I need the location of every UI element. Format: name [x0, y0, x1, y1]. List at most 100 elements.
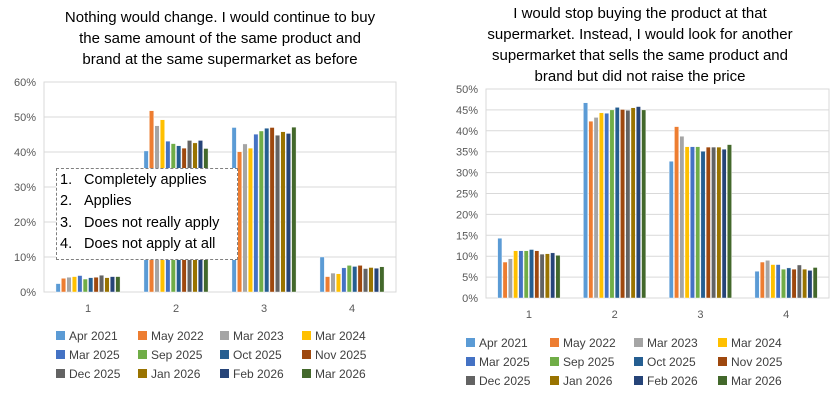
legend-swatch	[466, 376, 475, 385]
legend-label: Sep 2025	[563, 354, 615, 369]
legend-swatch	[138, 331, 147, 340]
y-tick-label-right: 10%	[456, 251, 478, 263]
bar-left-cat4-mar-2025	[341, 267, 347, 293]
y-tick-label-left: 20%	[14, 217, 36, 229]
response-scale-legend: 1. Completely applies 2. Applies 3. Does…	[56, 168, 238, 260]
y-tick-label-right: 45%	[456, 105, 478, 117]
legend-swatch	[302, 350, 311, 359]
legend-label: Nov 2025	[315, 347, 367, 362]
legend-swatch	[220, 331, 229, 340]
bar-right-cat3-jan-2026	[716, 146, 722, 299]
scale-item: 4. Does not apply at all	[57, 234, 237, 256]
legend-swatch	[138, 350, 147, 359]
legend-label: Mar 2023	[233, 328, 284, 343]
bar-left-cat1-mar-2023	[66, 277, 72, 293]
bar-right-cat2-mar-2023	[593, 117, 599, 299]
legend-row: Mar 2025 Sep 2025 Oct 2025 Nov 2025	[466, 352, 802, 371]
y-tick-label-left: 10%	[14, 252, 36, 264]
legend-swatch	[634, 376, 643, 385]
series-legend-left: Apr 2021 May 2022 Mar 2023 Mar 2024 Mar 2025…	[56, 326, 384, 383]
legend-label: Mar 2026	[731, 373, 782, 388]
bar-right-cat4-mar-2025	[775, 264, 781, 299]
legend-label: Oct 2025	[233, 347, 282, 362]
bar-right-cat2-may-2022	[588, 120, 594, 299]
bar-right-cat3-feb-2026	[721, 148, 727, 299]
bar-left-cat1-jan-2026	[104, 277, 110, 293]
legend-item: Oct 2025	[220, 348, 302, 362]
bar-right-cat4-jan-2026	[802, 268, 807, 299]
bar-left-cat4-apr-2021	[319, 256, 325, 293]
legend-item: Mar 2023	[634, 336, 718, 350]
legend-swatch	[220, 369, 229, 378]
legend-label: Mar 2026	[315, 366, 366, 381]
legend-item: Mar 2025	[466, 355, 550, 369]
y-tick-label-left: 60%	[14, 77, 36, 89]
legend-label: May 2022	[151, 328, 204, 343]
bar-left-cat3-oct-2025	[264, 127, 270, 293]
legend-swatch	[466, 357, 475, 366]
bar-right-cat2-mar-2025	[604, 113, 610, 299]
y-tick-label-left: 30%	[14, 182, 36, 194]
scale-item-label: Does not really apply	[84, 214, 220, 231]
legend-swatch	[634, 338, 643, 347]
bar-left-cat4-dec-2025	[363, 268, 368, 293]
bar-right-cat3-oct-2025	[700, 151, 706, 299]
x-tick-label-right: 3	[697, 309, 703, 321]
legend-item: Jan 2026	[138, 367, 220, 381]
chart-title-left: Nothing would change. I would continue t…	[40, 7, 400, 70]
bar-right-cat2-nov-2025	[620, 109, 625, 299]
bar-right-cat3-may-2022	[674, 126, 679, 299]
x-tick-label-left: 4	[349, 303, 355, 315]
legend-item: Mar 2024	[302, 329, 384, 343]
bar-right-cat4-apr-2021	[754, 271, 760, 299]
legend-row: Dec 2025 Jan 2026 Feb 2026 Mar 2026	[56, 364, 384, 383]
legend-swatch	[466, 338, 475, 347]
plot-area-right	[485, 88, 830, 299]
bar-left-cat3-jan-2026	[280, 131, 286, 293]
legend-item: Oct 2025	[634, 355, 718, 369]
bar-right-cat4-nov-2025	[791, 268, 797, 299]
legend-row: Mar 2025 Sep 2025 Oct 2025 Nov 2025	[56, 345, 384, 364]
legend-swatch	[56, 350, 65, 359]
scale-item-label: Completely applies	[84, 171, 207, 188]
bar-left-cat1-feb-2026	[110, 276, 115, 293]
bar-right-cat1-nov-2025	[534, 250, 540, 299]
bar-right-cat2-mar-2024	[599, 112, 604, 299]
bar-right-cat3-dec-2025	[711, 146, 716, 299]
bar-right-cat1-mar-2024	[513, 250, 518, 299]
chart-title-left-line: Nothing would change. I would continue t…	[64, 9, 376, 26]
y-tick-label-left: 0%	[20, 287, 36, 299]
bar-left-cat4-mar-2023	[330, 272, 336, 293]
y-tick-label-right: 15%	[456, 230, 478, 242]
legend-swatch	[550, 357, 559, 366]
legend-swatch	[718, 357, 727, 366]
y-tick-label-left: 50%	[14, 112, 36, 124]
legend-item: Apr 2021	[466, 336, 550, 350]
y-tick-label-right: 40%	[456, 126, 478, 138]
legend-item: May 2022	[138, 329, 220, 343]
bar-left-cat1-dec-2025	[99, 275, 104, 293]
bar-left-cat3-may-2022	[237, 151, 242, 293]
bar-right-cat2-jan-2026	[630, 107, 636, 299]
legend-label: Mar 2024	[315, 328, 366, 343]
legend-swatch	[550, 376, 559, 385]
legend-label: Feb 2026	[233, 366, 284, 381]
bar-right-cat1-oct-2025	[529, 249, 534, 299]
chart-title-left-line: the same amount of the same product and	[79, 30, 361, 47]
x-tick-label-right: 2	[612, 309, 618, 321]
bar-left-cat1-apr-2021	[55, 283, 61, 293]
legend-label: Apr 2021	[479, 335, 528, 350]
bar-left-cat3-feb-2026	[286, 133, 291, 293]
bar-left-cat3-mar-2024	[248, 147, 253, 293]
bar-right-cat3-nov-2025	[705, 146, 711, 299]
scale-item: 2. Applies	[57, 191, 237, 213]
legend-row: Apr 2021 May 2022 Mar 2023 Mar 2024	[56, 326, 384, 345]
bar-left-cat1-may-2022	[61, 278, 66, 293]
chart-title-right-line: supermarket. Instead, I would look for a…	[487, 26, 793, 43]
bar-right-cat3-mar-2024	[684, 146, 690, 299]
bar-left-cat3-sep-2025	[258, 130, 264, 293]
chart-title-right: I would stop buying the product at that …	[470, 3, 810, 87]
chart-title-right-line: I would stop buying the product at that	[513, 5, 767, 22]
bar-left-cat4-may-2022	[325, 276, 330, 293]
x-tick-label-right: 4	[783, 309, 789, 321]
